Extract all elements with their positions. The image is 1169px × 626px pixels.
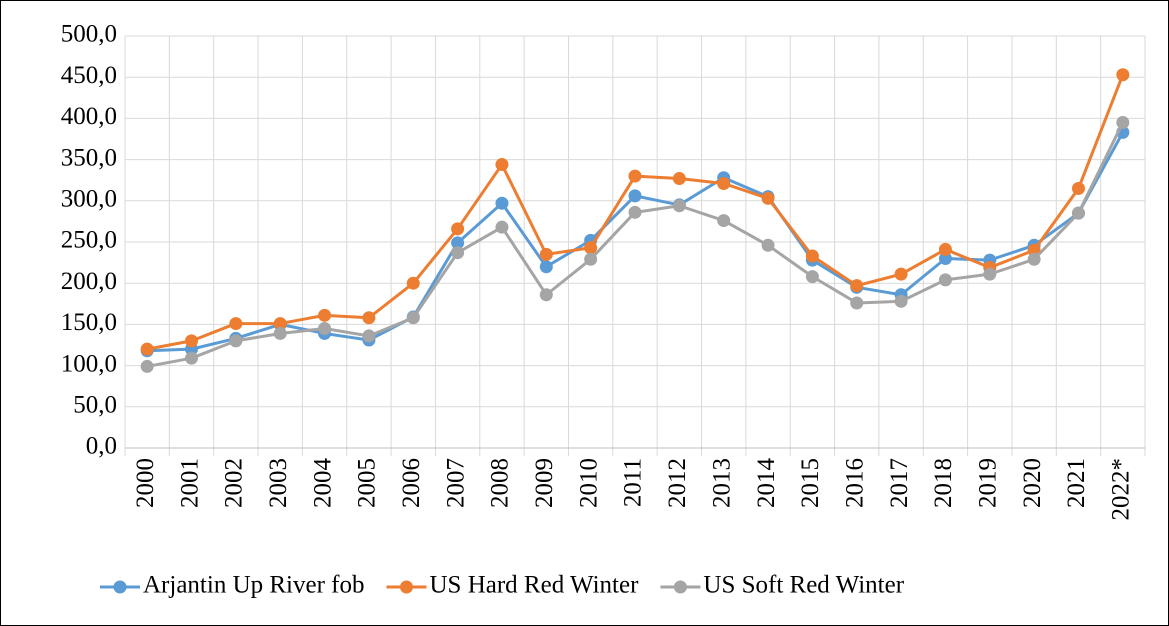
point <box>362 311 376 325</box>
x-tick-label: 2000 <box>132 458 159 508</box>
x-tick-label: 2008 <box>487 458 514 508</box>
point <box>451 246 465 260</box>
x-tick-label: 2009 <box>531 458 558 508</box>
point <box>805 270 819 284</box>
legend-label: US Hard Red Winter <box>429 572 639 599</box>
x-tick-label: 2014 <box>753 458 780 509</box>
point <box>628 205 642 219</box>
x-tick-label: 2015 <box>797 458 824 508</box>
point <box>362 329 376 343</box>
x-tick-label: 2012 <box>664 458 691 508</box>
point <box>1116 116 1130 130</box>
point <box>539 247 553 261</box>
point <box>805 249 819 263</box>
point <box>717 214 731 228</box>
point <box>761 238 775 252</box>
point <box>406 276 420 290</box>
point <box>983 267 997 281</box>
legend-label: US Soft Red Winter <box>703 572 904 599</box>
point <box>273 317 287 331</box>
point <box>1027 243 1041 257</box>
point <box>672 172 686 186</box>
x-tick-label: 2016 <box>841 458 868 508</box>
y-tick-label: 450,0 <box>61 62 117 89</box>
point <box>495 220 509 234</box>
point <box>938 273 952 287</box>
legend-marker <box>673 580 687 594</box>
point <box>672 199 686 213</box>
point <box>850 279 864 293</box>
point <box>229 317 243 331</box>
x-tick-label: 2005 <box>354 458 381 508</box>
x-tick-label: 2017 <box>886 458 913 508</box>
y-tick-label: 100,0 <box>61 350 117 377</box>
y-tick-label: 50,0 <box>73 392 117 419</box>
x-tick-label: 2011 <box>620 458 647 507</box>
point <box>628 169 642 183</box>
legend-label: Arjantin Up River fob <box>143 572 364 599</box>
y-tick-label: 300,0 <box>61 186 117 213</box>
y-tick-label: 250,0 <box>61 227 117 254</box>
x-tick-label: 2007 <box>442 458 469 508</box>
point <box>185 351 199 365</box>
point <box>1027 252 1041 266</box>
point <box>273 326 287 340</box>
point <box>761 191 775 205</box>
x-tick-label: 2020 <box>1019 458 1046 508</box>
x-tick-label: 2013 <box>708 458 735 508</box>
point <box>318 308 332 322</box>
point <box>584 241 598 255</box>
point <box>894 294 908 308</box>
x-tick-label: 2003 <box>265 458 292 508</box>
point <box>1116 68 1130 82</box>
point <box>938 242 952 256</box>
point <box>318 322 332 336</box>
point <box>628 189 642 203</box>
x-tick-label: 2018 <box>930 458 957 508</box>
point <box>717 176 731 190</box>
y-tick-label: 0,0 <box>86 433 117 460</box>
point <box>406 311 420 325</box>
point <box>495 158 509 172</box>
point <box>850 296 864 310</box>
x-tick-label: 2021 <box>1063 458 1090 508</box>
y-tick-label: 350,0 <box>61 144 117 171</box>
y-tick-label: 400,0 <box>61 103 117 130</box>
y-tick-label: 150,0 <box>61 309 117 336</box>
point <box>539 260 553 274</box>
point <box>938 251 952 265</box>
point <box>1071 181 1085 195</box>
point <box>495 196 509 210</box>
point <box>1071 206 1085 220</box>
x-tick-label: 2010 <box>575 458 602 508</box>
legend-marker <box>399 580 413 594</box>
x-tick-label: 2022* <box>1108 458 1135 521</box>
point <box>140 342 154 356</box>
point <box>584 252 598 266</box>
point <box>894 267 908 281</box>
legend-marker <box>113 580 127 594</box>
x-tick-label: 2006 <box>398 458 425 508</box>
point <box>451 236 465 250</box>
x-tick-label: 2001 <box>176 458 203 508</box>
x-tick-label: 2004 <box>309 458 336 509</box>
point <box>539 288 553 302</box>
y-tick-label: 200,0 <box>61 268 117 295</box>
point <box>185 334 199 348</box>
point <box>140 359 154 373</box>
x-tick-label: 2019 <box>975 458 1002 508</box>
x-tick-label: 2002 <box>221 458 248 508</box>
point <box>451 222 465 236</box>
point <box>229 334 243 348</box>
y-tick-label: 500,0 <box>61 21 117 48</box>
